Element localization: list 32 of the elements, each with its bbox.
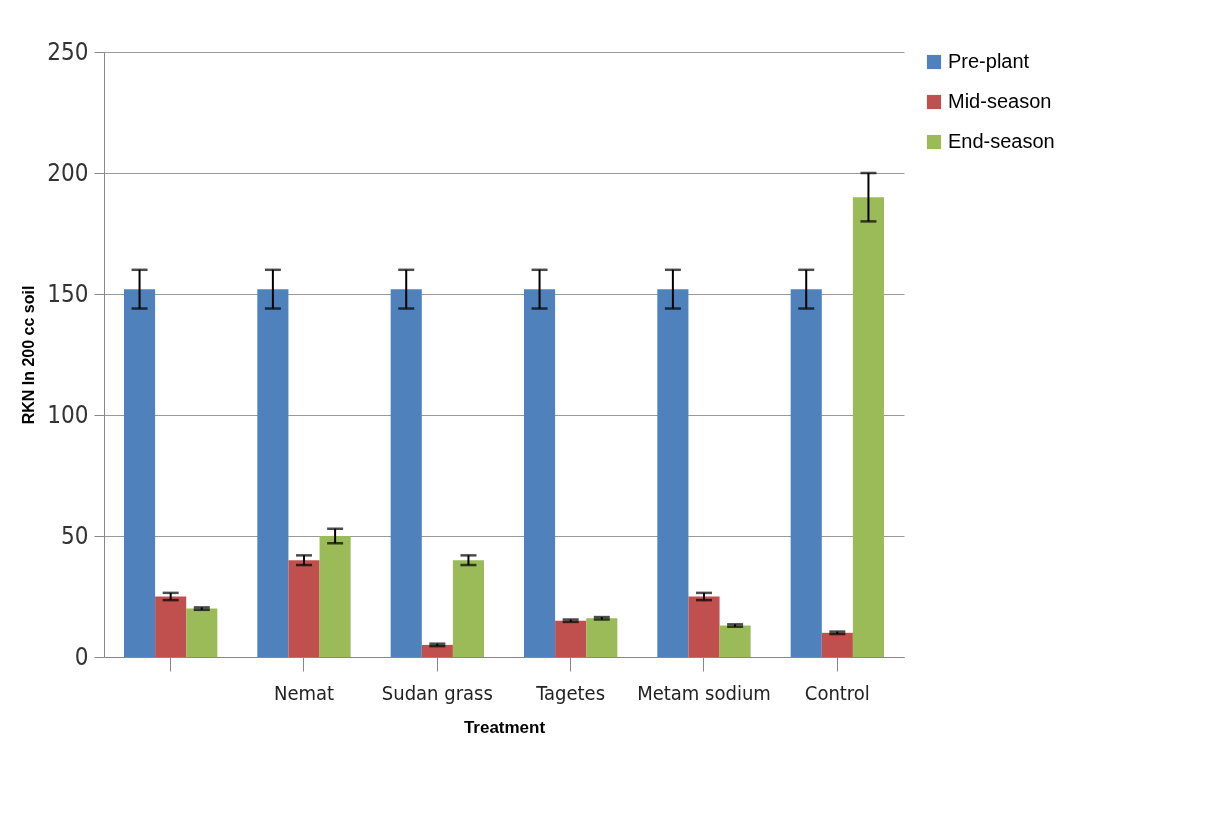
bar bbox=[288, 560, 320, 657]
bar bbox=[657, 289, 689, 657]
legend-label: Mid-season bbox=[948, 90, 1052, 112]
x-tick-label: Sudan grass bbox=[381, 680, 493, 705]
x-tick-label: Nemat bbox=[273, 680, 335, 705]
bar bbox=[821, 632, 853, 657]
bar bbox=[452, 560, 484, 657]
bar bbox=[319, 536, 351, 657]
x-axis-title: Treatment bbox=[463, 717, 546, 737]
y-tick-label: 150 bbox=[47, 279, 89, 308]
y-tick-label: 200 bbox=[47, 158, 89, 187]
bar bbox=[524, 289, 556, 657]
bar bbox=[586, 618, 618, 657]
x-tick-label: Metam sodium bbox=[637, 680, 771, 705]
bar bbox=[390, 289, 422, 657]
bar bbox=[852, 197, 884, 657]
bar bbox=[421, 644, 453, 657]
bar bbox=[719, 625, 751, 657]
bar bbox=[555, 620, 587, 657]
x-tick-label: Control bbox=[804, 680, 870, 705]
bar bbox=[186, 608, 218, 657]
y-tick-label: 250 bbox=[47, 37, 89, 66]
y-tick-label: 50 bbox=[61, 521, 89, 550]
y-tick-label: 0 bbox=[74, 642, 89, 671]
y-axis-title: RKN In 200 cc soil bbox=[20, 285, 38, 425]
y-tick-label: 100 bbox=[47, 400, 89, 429]
legend-label: End-season bbox=[948, 130, 1055, 152]
bar bbox=[257, 289, 289, 657]
bar bbox=[124, 289, 156, 657]
x-tick-label: Tagetes bbox=[535, 680, 606, 705]
bar bbox=[790, 289, 822, 657]
legend-label: Pre-plant bbox=[948, 50, 1030, 72]
